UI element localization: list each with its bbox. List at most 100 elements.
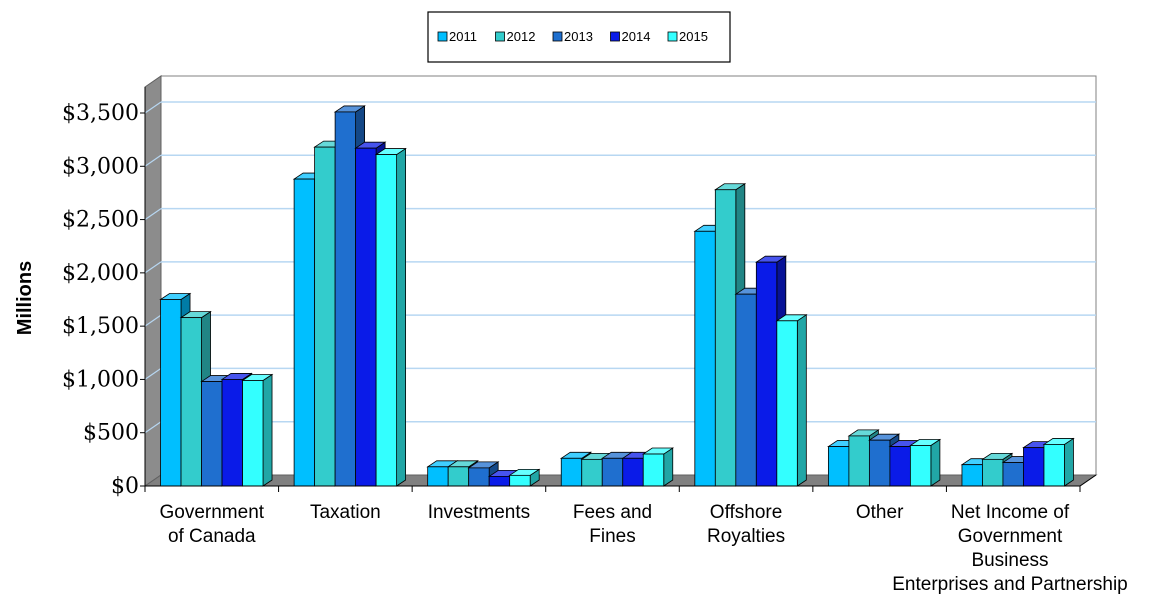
x-tick-label-line: Enterprises and Partnership: [892, 574, 1128, 595]
legend-label: 2015: [679, 29, 708, 44]
y-tick-label: $3,500: [62, 101, 139, 126]
bar-front: [314, 146, 336, 487]
bar-front: [909, 445, 932, 487]
legend-swatch: [610, 31, 620, 42]
y-tick-label: $1,000: [62, 367, 139, 392]
plot-area: [143, 75, 1098, 487]
gridline-side: [144, 314, 162, 327]
bar: [508, 468, 541, 487]
bar-front: [221, 379, 243, 487]
legend: 2011 2012 2013 2014 2015: [427, 11, 731, 63]
x-tick-label: Fees and Fines: [573, 502, 652, 547]
bar-side: [796, 314, 807, 487]
bar-front: [242, 380, 264, 487]
gridline-side: [144, 154, 162, 167]
bar-front: [427, 466, 449, 487]
legend-swatch: [667, 31, 678, 42]
x-tick-label-line: Taxation: [310, 502, 381, 523]
x-tick-label: Net Income of Government Business Enterpris…: [892, 502, 1128, 595]
legend-box: [427, 11, 731, 63]
bar-front: [755, 261, 778, 487]
bar-side: [396, 147, 407, 487]
x-tick-label-line: Business: [971, 550, 1048, 571]
y-tick-label: $1,500: [62, 314, 139, 339]
bar: [775, 314, 808, 487]
legend-swatch: [495, 31, 505, 42]
bar-front: [560, 457, 583, 487]
x-tick-label-line: Investments: [428, 502, 530, 523]
legend-swatch: [437, 31, 448, 42]
bar-front: [375, 154, 398, 487]
legend-label: 2013: [564, 29, 593, 44]
bar-front: [1023, 447, 1045, 487]
bar-side: [930, 438, 941, 487]
bars: [159, 105, 1075, 487]
y-tick-label: $2,000: [62, 261, 139, 286]
y-tick-label: $2,500: [62, 208, 139, 233]
y-tick-label: $3,000: [62, 154, 139, 179]
bar-front: [581, 458, 603, 487]
bar-front: [601, 457, 624, 487]
bar-front: [468, 467, 490, 487]
legend-swatch: [552, 31, 563, 42]
bar-front: [293, 178, 316, 487]
legend-label: 2012: [507, 29, 536, 44]
y-axis-title: Millions: [14, 261, 36, 335]
y-tick-label: $0: [111, 474, 139, 499]
bar-front: [622, 457, 644, 487]
bar-front: [1002, 462, 1024, 487]
x-tick-label-line: Government: [958, 526, 1063, 547]
legend-label: 2011: [449, 29, 477, 44]
bar-front: [447, 466, 470, 487]
axes: $0 $500 $1,000 $1,500 $2,000 $2,500 $3,000 $3,5…: [14, 87, 1128, 595]
x-tick-label-line: Other: [856, 502, 904, 523]
gridline-side: [144, 261, 162, 274]
gridline-side: [144, 421, 162, 434]
bar: [374, 147, 407, 487]
bar-front: [355, 147, 377, 487]
side-wall: [144, 75, 162, 487]
x-tick-label: Taxation: [310, 502, 381, 523]
x-axis-depth-line: [1079, 474, 1097, 487]
x-tick-label-line: Fees and: [573, 502, 652, 523]
bar-front: [642, 453, 665, 487]
x-tick-label-line: Government: [160, 502, 265, 523]
bar-side: [663, 447, 674, 487]
bar-front: [848, 435, 870, 487]
bar-front: [827, 446, 850, 487]
bar: [1042, 437, 1075, 487]
bar-front: [160, 299, 182, 487]
gridline-side: [144, 101, 162, 114]
bar: [241, 373, 274, 487]
gridline-side: [144, 367, 162, 380]
bar: [641, 447, 675, 487]
bar-side: [262, 373, 273, 487]
bar-front: [488, 476, 511, 487]
x-tick-label: Investments: [428, 502, 530, 523]
bar-front: [1043, 444, 1065, 487]
bar: [981, 452, 1014, 487]
bar: [909, 438, 942, 487]
bar-side: [1064, 437, 1074, 487]
bar-front: [334, 111, 357, 487]
legend-label: 2014: [622, 29, 651, 44]
x-tick-label-line: Offshore: [710, 502, 783, 523]
x-tick-label: Government of Canada: [160, 502, 265, 547]
bar-front: [714, 189, 737, 487]
x-tick-label-line: Royalties: [707, 526, 785, 547]
bar-front: [201, 381, 223, 487]
x-tick-label: Offshore Royalties: [707, 502, 785, 547]
x-tick-label-line: Fines: [589, 526, 635, 547]
x-tick-label-line: Net Income of: [951, 502, 1070, 523]
y-tick-label: $500: [83, 421, 139, 446]
bar-front: [776, 320, 798, 487]
x-tick-label: Other: [856, 502, 904, 523]
bar-front: [961, 464, 983, 487]
bar-front: [509, 474, 531, 487]
bar-front: [982, 458, 1004, 487]
bar-front: [694, 230, 716, 487]
bar-front: [889, 446, 911, 487]
bar-front: [735, 293, 757, 487]
